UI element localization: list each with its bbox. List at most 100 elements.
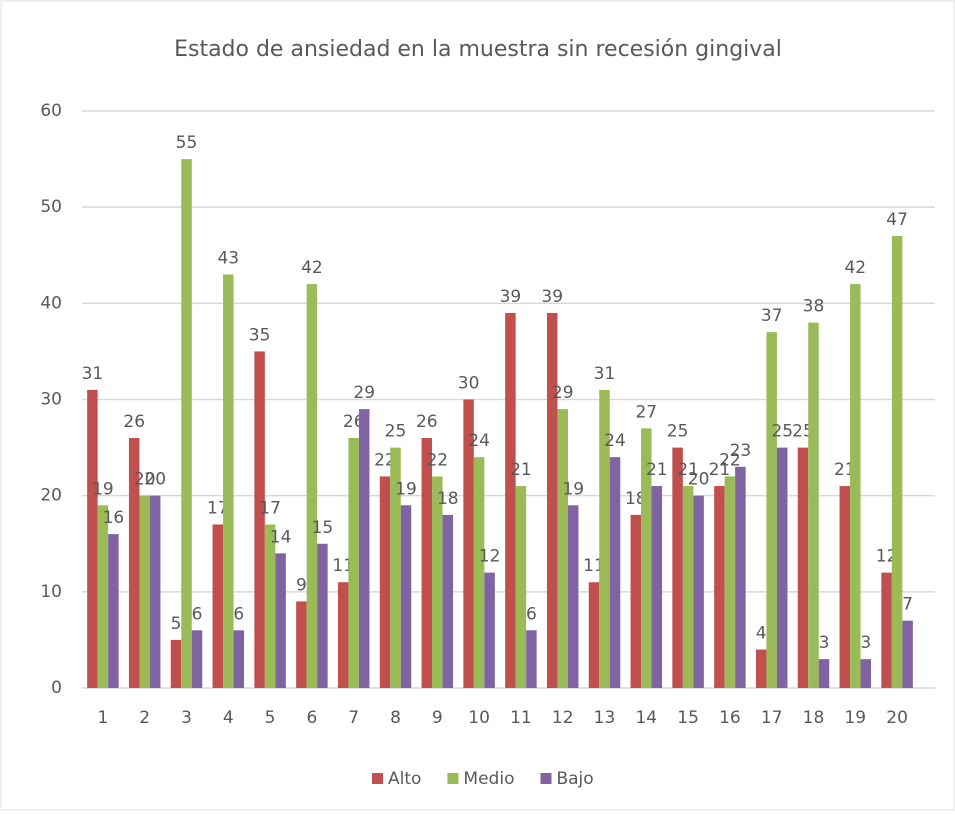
data-label: 27 [635,402,657,422]
x-tick-label: 5 [265,708,276,728]
data-label: 23 [730,441,752,461]
bar [766,332,777,688]
data-label: 21 [510,460,532,480]
data-label: 29 [353,383,375,403]
data-label: 9 [296,575,307,595]
data-label: 38 [803,297,825,317]
bar [296,601,307,688]
y-tick-label: 50 [40,197,62,217]
bar [724,476,736,688]
bar [526,630,537,688]
x-tick-label: 7 [348,708,359,728]
bar [682,486,694,688]
data-label: 20 [134,470,156,490]
x-tick-label: 12 [552,708,574,728]
legend-swatch [372,773,383,784]
legend-label: Medio [463,769,514,789]
x-tick-label: 3 [181,708,192,728]
data-label: 19 [395,479,417,499]
data-label: 30 [458,374,480,394]
data-label: 6 [192,604,203,624]
bar [609,457,621,688]
bar [139,495,150,688]
y-tick-label: 60 [40,101,62,121]
data-label: 7 [902,595,913,615]
data-label: 21 [709,460,731,480]
data-label: 15 [312,518,334,538]
y-tick-label: 30 [40,390,62,410]
data-label: 19 [562,479,584,499]
legend-label: Alto [388,769,421,789]
bar [505,312,516,688]
bar [306,284,318,688]
x-tick-label: 13 [594,708,616,728]
bar [87,389,98,688]
bar [463,399,474,688]
data-label: 39 [541,287,563,307]
x-tick-label: 11 [510,708,532,728]
chart-title: Estado de ansiedad en la muestra sin rec… [174,37,782,62]
x-tick-label: 2 [139,708,150,728]
bar [264,524,276,688]
bar [641,428,652,688]
bar [850,284,861,688]
data-label: 24 [604,431,626,451]
bar [891,236,903,688]
data-label: 43 [217,248,239,268]
data-label: 31 [82,364,104,384]
x-tick-label: 4 [223,708,234,728]
bar [515,486,527,688]
bar [588,582,600,688]
x-tick-label: 16 [719,708,741,728]
x-tick-label: 20 [886,708,908,728]
data-label: 6 [526,604,537,624]
data-label: 3 [819,633,830,653]
bar [212,524,224,688]
data-label: 19 [92,479,114,499]
bar [693,495,704,688]
data-label: 3 [860,633,871,653]
legend-swatch [540,773,552,784]
bar [557,409,568,688]
bar [567,505,579,688]
data-label: 29 [552,383,574,403]
bar [128,437,140,688]
legend-swatch [447,773,459,784]
data-label: 39 [500,287,522,307]
data-label: 14 [270,527,292,547]
bar [442,514,454,688]
data-label: 5 [171,614,182,634]
bar [108,534,119,688]
bar [672,447,683,688]
x-tick-label: 14 [635,708,657,728]
bar [776,447,788,688]
y-tick-label: 20 [40,486,62,506]
data-label: 4 [756,624,767,644]
y-tick-label: 0 [51,678,62,698]
bar [839,486,851,688]
bar [797,447,809,688]
x-tick-label: 9 [432,708,443,728]
data-label: 21 [646,460,668,480]
bar [170,639,182,688]
bar [254,351,265,688]
data-label: 26 [416,412,438,432]
bar [599,389,610,688]
data-label: 16 [103,508,125,528]
bar [149,495,161,688]
bar [714,486,725,688]
x-tick-label: 10 [468,708,490,728]
x-tick-label: 18 [803,708,825,728]
data-label: 26 [123,412,145,432]
x-tick-label: 17 [761,708,783,728]
data-label: 42 [844,258,866,278]
data-label: 47 [886,210,908,230]
x-tick-label: 15 [677,708,699,728]
bar [317,543,328,688]
bar [379,476,391,688]
bar [818,659,830,688]
data-label: 17 [259,499,281,519]
data-label: 6 [233,604,244,624]
bar [275,553,286,688]
